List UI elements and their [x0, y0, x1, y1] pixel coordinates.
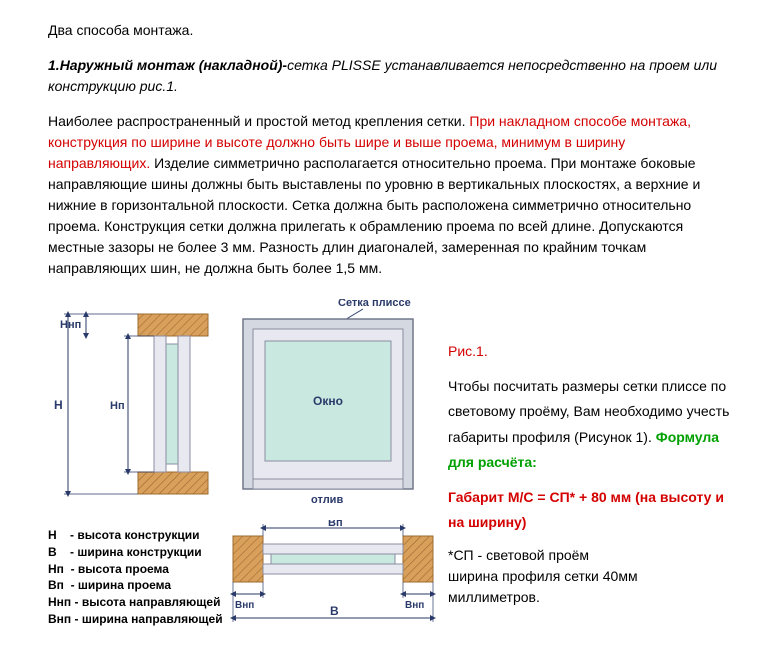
svg-text:Н: Н: [54, 398, 63, 412]
svg-text:Окно: Окно: [313, 394, 343, 408]
svg-text:отлив: отлив: [311, 494, 343, 506]
para-part3: Изделие симметрично располагается относи…: [48, 155, 700, 276]
para-part1: Наиболее распространенный и простой мето…: [48, 113, 469, 129]
method-num: 1.: [48, 57, 60, 73]
bottom-diagram: Вп Внп Внп В: [218, 520, 448, 630]
svg-text:Внп: Внп: [235, 600, 254, 611]
main-paragraph: Наиболее распространенный и простой мето…: [48, 111, 731, 279]
note-width: ширина профиля сетки 40мм миллиметров.: [448, 568, 638, 605]
text-column: Рис.1. Чтобы посчитать размеры сетки пли…: [448, 299, 731, 618]
formula: Габарит М/С = СП* + 80 мм (на высоту и н…: [448, 489, 724, 530]
figure-ref: Рис.1.: [448, 343, 488, 359]
intro-text: Два способа монтажа.: [48, 20, 731, 41]
method-title-block: 1.Наружный монтаж (накладной)-сетка PLIS…: [48, 55, 731, 97]
svg-text:В: В: [330, 604, 339, 618]
svg-text:Внп: Внп: [405, 600, 424, 611]
svg-text:Вп: Вп: [328, 520, 343, 529]
svg-text:Ннп: Ннп: [60, 319, 81, 331]
svg-text:Нп: Нп: [110, 400, 125, 412]
note-sp: *СП - световой проём: [448, 547, 589, 563]
svg-text:Сетка плиссе: Сетка плиссе: [338, 299, 411, 309]
top-diagram: Ннп Н Нп Сетка плиссе: [48, 299, 428, 519]
method-name: Наружный монтаж (накладной): [60, 57, 283, 73]
